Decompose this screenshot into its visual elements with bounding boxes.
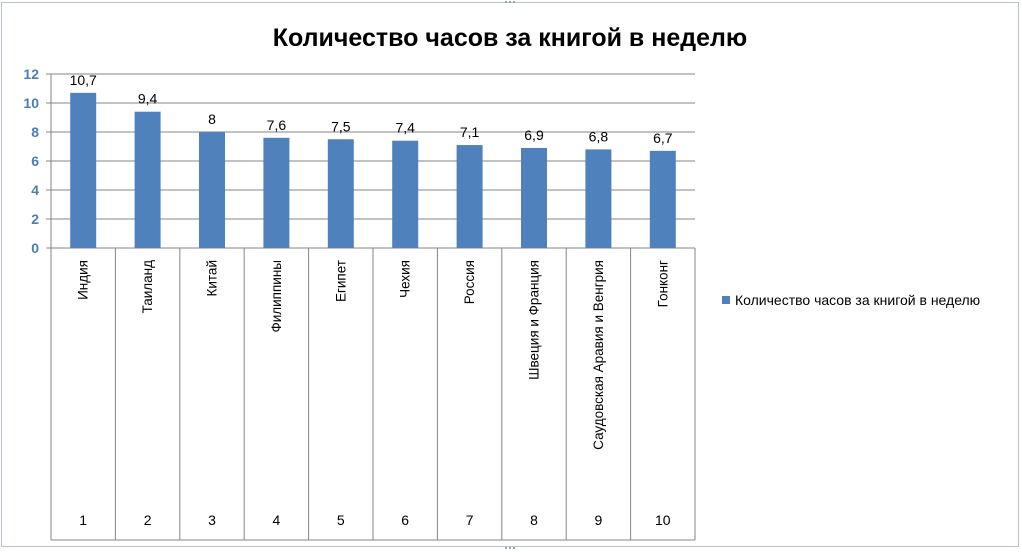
legend-swatch bbox=[722, 296, 730, 304]
y-tick-label-0: 0 bbox=[31, 240, 39, 256]
y-axis-ticks: 0 2 4 6 8 10 12 bbox=[23, 66, 51, 256]
top-resize-handle-3[interactable] bbox=[513, 1, 515, 3]
y-tick-label-4: 8 bbox=[31, 124, 39, 140]
bar-6[interactable] bbox=[456, 145, 483, 248]
category-label-6: Россия bbox=[462, 260, 477, 304]
resize-handles[interactable] bbox=[505, 1, 515, 549]
data-label-1: 9,4 bbox=[138, 91, 158, 107]
top-resize-handle-2[interactable] bbox=[509, 1, 511, 3]
bars[interactable] bbox=[70, 92, 676, 248]
bar-7[interactable] bbox=[521, 147, 547, 248]
data-label-9: 6,7 bbox=[653, 130, 673, 146]
category-number-9: 10 bbox=[655, 512, 671, 528]
category-number-2: 3 bbox=[208, 512, 216, 528]
bar-2[interactable] bbox=[199, 132, 225, 248]
data-labels: 10,7 9,4 8 7,6 7,5 7,4 7,1 6,9 6,8 6,7 bbox=[70, 72, 673, 146]
legend[interactable]: Количество часов за книгой в неделю bbox=[722, 292, 980, 308]
y-tick-label-6: 12 bbox=[23, 66, 39, 82]
legend-label: Количество часов за книгой в неделю bbox=[735, 292, 980, 308]
category-number-0: 1 bbox=[79, 512, 87, 528]
bar-9[interactable] bbox=[649, 150, 676, 248]
bottom-resize-handle[interactable] bbox=[505, 547, 507, 549]
bottom-resize-handle-3[interactable] bbox=[513, 547, 515, 549]
category-label-8: Саудовская Аравия и Венгрия bbox=[591, 260, 606, 450]
y-tick-label-5: 10 bbox=[23, 95, 39, 111]
data-label-3: 7,6 bbox=[267, 117, 287, 133]
category-labels: Индия Таиланд Китай Филиппины Египет Чехия Рос… bbox=[76, 260, 671, 450]
category-numbers: 1 2 3 4 5 6 7 8 9 10 bbox=[79, 512, 670, 528]
category-label-7: Швеция и Франция bbox=[527, 260, 542, 380]
category-number-5: 6 bbox=[401, 512, 409, 528]
bar-3[interactable] bbox=[263, 137, 290, 248]
y-tick-label-2: 4 bbox=[31, 182, 39, 198]
category-label-9: Гонконг bbox=[655, 260, 670, 307]
category-number-6: 7 bbox=[466, 512, 474, 528]
category-number-8: 9 bbox=[595, 512, 603, 528]
y-tick-label-1: 2 bbox=[31, 211, 39, 227]
data-label-6: 7,1 bbox=[460, 124, 480, 140]
data-label-7: 6,9 bbox=[524, 127, 544, 143]
category-label-2: Китай bbox=[205, 260, 220, 297]
bar-4[interactable] bbox=[327, 139, 354, 248]
category-label-3: Филиппины bbox=[269, 260, 284, 333]
category-table bbox=[50, 248, 696, 541]
category-label-4: Египет bbox=[333, 260, 348, 302]
category-number-7: 8 bbox=[530, 512, 538, 528]
bottom-resize-handle-2[interactable] bbox=[509, 547, 511, 549]
category-label-1: Таиланд bbox=[140, 260, 155, 314]
y-tick-label-3: 6 bbox=[31, 153, 39, 169]
top-resize-handle[interactable] bbox=[505, 1, 507, 3]
bar-1[interactable] bbox=[134, 111, 161, 248]
data-label-8: 6,8 bbox=[589, 128, 609, 144]
data-label-4: 7,5 bbox=[331, 118, 351, 134]
chart-title: Количество часов за книгой в неделю bbox=[273, 24, 747, 52]
data-label-0: 10,7 bbox=[70, 72, 97, 88]
category-number-3: 4 bbox=[273, 512, 281, 528]
bar-8[interactable] bbox=[585, 149, 612, 248]
data-label-2: 8 bbox=[208, 111, 216, 127]
category-label-5: Чехия bbox=[398, 260, 413, 298]
category-label-0: Индия bbox=[76, 260, 91, 300]
category-number-4: 5 bbox=[337, 512, 345, 528]
data-label-5: 7,4 bbox=[395, 120, 415, 136]
bar-0[interactable] bbox=[70, 92, 97, 248]
bar-5[interactable] bbox=[392, 140, 419, 248]
category-number-1: 2 bbox=[144, 512, 152, 528]
